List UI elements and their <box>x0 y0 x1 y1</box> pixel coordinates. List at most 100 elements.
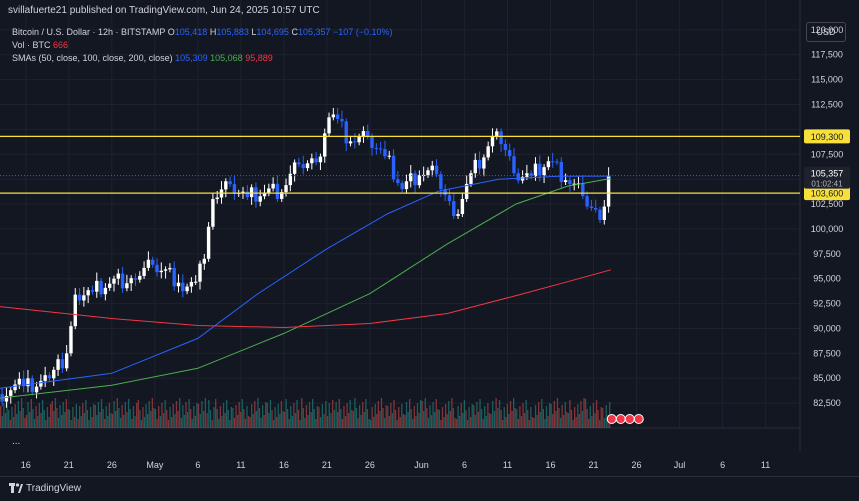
candle-body <box>572 183 576 185</box>
volume-bar <box>286 409 289 428</box>
candle-body <box>280 192 284 199</box>
volume-bar <box>553 401 555 428</box>
x-tick-label: 6 <box>462 460 467 470</box>
volume-bar <box>396 420 398 428</box>
volume-bar <box>283 412 286 428</box>
volume-bar <box>597 410 599 428</box>
candle-body <box>469 173 473 184</box>
volume-bar <box>426 408 428 428</box>
candle-body <box>413 173 417 186</box>
volume-bar <box>285 399 287 428</box>
volume-bar <box>569 400 571 428</box>
volume-bar <box>159 416 161 428</box>
volume-bar <box>119 418 122 428</box>
candle-body <box>176 282 181 287</box>
volume-bar <box>80 416 82 428</box>
volume-bar <box>307 415 309 428</box>
volume-bar <box>488 413 491 428</box>
volume-bar <box>437 409 439 428</box>
volume-bar <box>305 405 308 428</box>
volume-bar <box>416 403 419 428</box>
volume-bar <box>143 417 146 428</box>
volume-bar <box>137 400 139 428</box>
volume-bar <box>366 409 369 428</box>
legend-sma-label[interactable]: SMAs (50, close, 100, close, 200, close) <box>12 53 173 63</box>
volume-bar <box>294 413 297 428</box>
volume-bar <box>418 413 420 428</box>
more-indicators-ellipsis[interactable]: ... <box>12 436 21 447</box>
candle-body <box>452 201 456 216</box>
candle-body <box>477 159 482 169</box>
volume-bar <box>341 419 344 428</box>
volume-bar <box>64 412 66 428</box>
volume-bar <box>222 403 225 428</box>
candle-body <box>301 164 305 169</box>
volume-bar <box>110 413 112 428</box>
legend-sma50: 105,309 <box>175 53 208 63</box>
volume-bar <box>465 410 467 428</box>
volume-bar <box>393 400 395 428</box>
volume-bar <box>301 398 303 428</box>
candle-body <box>258 196 262 202</box>
volume-bar <box>131 419 133 428</box>
candle-body <box>538 163 542 176</box>
volume-bar <box>369 420 372 428</box>
volume-bar <box>575 417 577 428</box>
volume-bar <box>556 398 559 428</box>
volume-bar <box>83 413 85 428</box>
y-tick-label: 90,000 <box>813 323 841 333</box>
volume-bar <box>468 407 470 428</box>
volume-bar <box>407 412 409 428</box>
volume-bar <box>385 405 387 428</box>
volume-bar <box>419 400 422 428</box>
volume-bar <box>67 409 69 428</box>
candle-body <box>245 191 250 198</box>
volume-bar <box>20 398 23 428</box>
legend-volume-label[interactable]: Vol · BTC <box>12 40 51 50</box>
candle-body <box>310 158 314 164</box>
volume-bar <box>545 406 548 428</box>
x-tick-label: 6 <box>720 460 725 470</box>
volume-bar <box>291 416 293 428</box>
candle-body <box>503 144 508 151</box>
volume-bar <box>427 418 430 428</box>
currency-button[interactable]: USD <box>806 22 846 42</box>
volume-bar <box>153 408 155 428</box>
volume-bar <box>263 415 265 428</box>
legend-symbol[interactable]: Bitcoin / U.S. Dollar · 12h · BITSTAMP <box>12 27 166 37</box>
volume-bar <box>525 400 527 428</box>
event-marker-icon <box>615 414 626 424</box>
volume-bar <box>398 407 400 428</box>
volume-bar <box>577 404 579 428</box>
volume-bar <box>390 403 392 428</box>
x-tick-label: Jun <box>414 460 429 470</box>
volume-bar <box>328 403 330 428</box>
volume-bar <box>232 408 234 428</box>
volume-bar <box>466 420 469 428</box>
volume-bar <box>343 406 345 428</box>
volume-bar <box>423 411 425 428</box>
legend-ohlc-row: Bitcoin / U.S. Dollar · 12h · BITSTAMP O… <box>12 26 393 39</box>
volume-bar <box>402 414 405 428</box>
candle-body <box>120 273 125 289</box>
volume-bar <box>230 407 232 428</box>
volume-bar <box>194 416 197 428</box>
volume-bar <box>203 411 205 428</box>
candle-body <box>64 353 69 369</box>
volume-bar <box>186 412 189 428</box>
volume-bar <box>493 411 496 428</box>
legend-low-key: L <box>251 27 257 37</box>
volume-bar <box>368 419 370 428</box>
volume-bar <box>594 413 596 428</box>
volume-bar <box>533 418 535 428</box>
candle-body <box>443 189 447 196</box>
volume-bar <box>509 401 512 428</box>
volume-bar <box>266 403 268 428</box>
candle-body <box>563 180 568 182</box>
legend-low: 104,695 <box>256 27 289 37</box>
volume-bar <box>325 401 327 428</box>
candle-body <box>99 280 103 295</box>
volume-bar <box>111 414 114 428</box>
volume-bar <box>541 399 543 428</box>
